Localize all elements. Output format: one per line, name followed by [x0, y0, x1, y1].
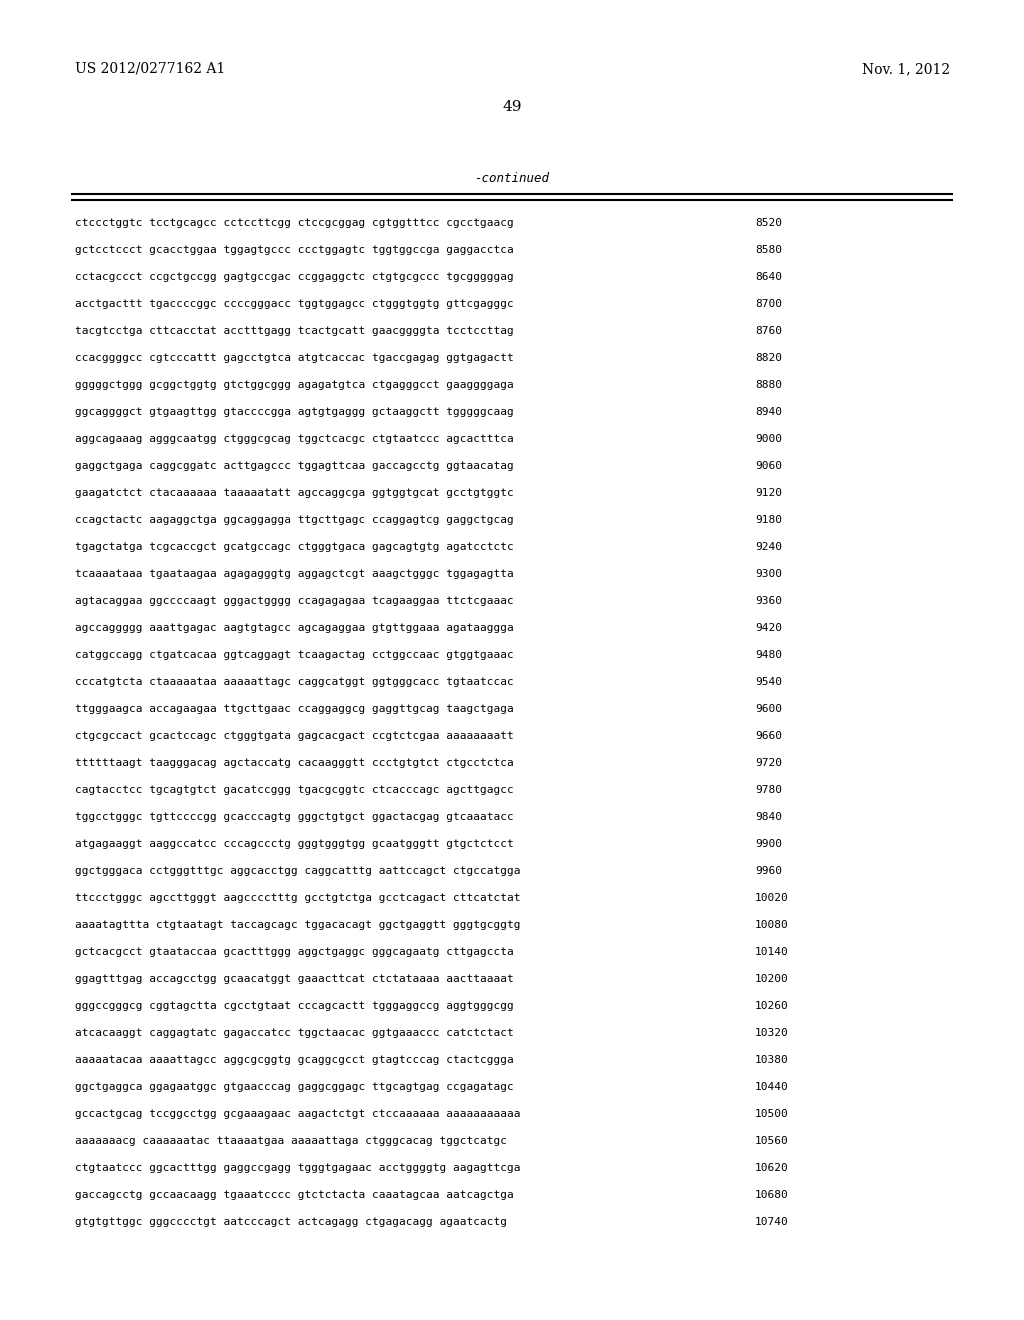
Text: gctcacgcct gtaataccaa gcactttggg aggctgaggc gggcagaatg cttgagccta: gctcacgcct gtaataccaa gcactttggg aggctga… — [75, 946, 514, 957]
Text: 10500: 10500 — [755, 1109, 788, 1119]
Text: US 2012/0277162 A1: US 2012/0277162 A1 — [75, 62, 225, 77]
Text: 10200: 10200 — [755, 974, 788, 983]
Text: 8940: 8940 — [755, 407, 782, 417]
Text: gtgtgttggc gggcccctgt aatcccagct actcagagg ctgagacagg agaatcactg: gtgtgttggc gggcccctgt aatcccagct actcaga… — [75, 1217, 507, 1228]
Text: cctacgccct ccgctgccgg gagtgccgac ccggaggctc ctgtgcgccc tgcgggggag: cctacgccct ccgctgccgg gagtgccgac ccggagg… — [75, 272, 514, 282]
Text: 9480: 9480 — [755, 649, 782, 660]
Text: 9960: 9960 — [755, 866, 782, 876]
Text: gaccagcctg gccaacaagg tgaaatcccc gtctctacta caaatagcaa aatcagctga: gaccagcctg gccaacaagg tgaaatcccc gtctcta… — [75, 1191, 514, 1200]
Text: 9780: 9780 — [755, 785, 782, 795]
Text: tcaaaataaa tgaataagaa agagagggtg aggagctcgt aaagctgggc tggagagtta: tcaaaataaa tgaataagaa agagagggtg aggagct… — [75, 569, 514, 579]
Text: 10560: 10560 — [755, 1137, 788, 1146]
Text: 8520: 8520 — [755, 218, 782, 228]
Text: 9180: 9180 — [755, 515, 782, 525]
Text: cagtacctcc tgcagtgtct gacatccggg tgacgcggtc ctcacccagc agcttgagcc: cagtacctcc tgcagtgtct gacatccggg tgacgcg… — [75, 785, 514, 795]
Text: gaggctgaga caggcggatc acttgagccc tggagttcaa gaccagcctg ggtaacatag: gaggctgaga caggcggatc acttgagccc tggagtt… — [75, 461, 514, 471]
Text: agccaggggg aaattgagac aagtgtagcc agcagaggaa gtgttggaaa agataaggga: agccaggggg aaattgagac aagtgtagcc agcagag… — [75, 623, 514, 634]
Text: 9420: 9420 — [755, 623, 782, 634]
Text: 9720: 9720 — [755, 758, 782, 768]
Text: 9660: 9660 — [755, 731, 782, 741]
Text: 9120: 9120 — [755, 488, 782, 498]
Text: 49: 49 — [502, 100, 522, 114]
Text: aaaaatacaa aaaattagcc aggcgcggtg gcaggcgcct gtagtcccag ctactcggga: aaaaatacaa aaaattagcc aggcgcggtg gcaggcg… — [75, 1055, 514, 1065]
Text: 8700: 8700 — [755, 300, 782, 309]
Text: aggcagaaag agggcaatgg ctgggcgcag tggctcacgc ctgtaatccc agcactttca: aggcagaaag agggcaatgg ctgggcgcag tggctca… — [75, 434, 514, 444]
Text: 10080: 10080 — [755, 920, 788, 931]
Text: atcacaaggt caggagtatc gagaccatcc tggctaacac ggtgaaaccc catctctact: atcacaaggt caggagtatc gagaccatcc tggctaa… — [75, 1028, 514, 1038]
Text: 9300: 9300 — [755, 569, 782, 579]
Text: 10620: 10620 — [755, 1163, 788, 1173]
Text: ttgggaagca accagaagaa ttgcttgaac ccaggaggcg gaggttgcag taagctgaga: ttgggaagca accagaagaa ttgcttgaac ccaggag… — [75, 704, 514, 714]
Text: ttccctgggc agccttgggt aagcccctttg gcctgtctga gcctcagact cttcatctat: ttccctgggc agccttgggt aagcccctttg gcctgt… — [75, 894, 520, 903]
Text: 10020: 10020 — [755, 894, 788, 903]
Text: 8760: 8760 — [755, 326, 782, 337]
Text: gaagatctct ctacaaaaaa taaaaatatt agccaggcga ggtggtgcat gcctgtggtc: gaagatctct ctacaaaaaa taaaaatatt agccagg… — [75, 488, 514, 498]
Text: ggcaggggct gtgaagttgg gtaccccgga agtgtgaggg gctaaggctt tgggggcaag: ggcaggggct gtgaagttgg gtaccccgga agtgtga… — [75, 407, 514, 417]
Text: 9360: 9360 — [755, 597, 782, 606]
Text: 10140: 10140 — [755, 946, 788, 957]
Text: ttttttaagt taagggacag agctaccatg cacaagggtt ccctgtgtct ctgcctctca: ttttttaagt taagggacag agctaccatg cacaagg… — [75, 758, 514, 768]
Text: ccagctactc aagaggctga ggcaggagga ttgcttgagc ccaggagtcg gaggctgcag: ccagctactc aagaggctga ggcaggagga ttgcttg… — [75, 515, 514, 525]
Text: 9900: 9900 — [755, 840, 782, 849]
Text: 10380: 10380 — [755, 1055, 788, 1065]
Text: 10440: 10440 — [755, 1082, 788, 1092]
Text: agtacaggaa ggccccaagt gggactgggg ccagagagaa tcagaaggaa ttctcgaaac: agtacaggaa ggccccaagt gggactgggg ccagaga… — [75, 597, 514, 606]
Text: cccatgtcta ctaaaaataa aaaaattagc caggcatggt ggtgggcacc tgtaatccac: cccatgtcta ctaaaaataa aaaaattagc caggcat… — [75, 677, 514, 686]
Text: 9000: 9000 — [755, 434, 782, 444]
Text: 8580: 8580 — [755, 246, 782, 255]
Text: 9240: 9240 — [755, 543, 782, 552]
Text: tgagctatga tcgcaccgct gcatgccagc ctgggtgaca gagcagtgtg agatcctctc: tgagctatga tcgcaccgct gcatgccagc ctgggtg… — [75, 543, 514, 552]
Text: aaaatagttta ctgtaatagt taccagcagc tggacacagt ggctgaggtt gggtgcggtg: aaaatagttta ctgtaatagt taccagcagc tggaca… — [75, 920, 520, 931]
Text: aaaaaaacg caaaaaatac ttaaaatgaa aaaaattaga ctgggcacag tggctcatgc: aaaaaaacg caaaaaatac ttaaaatgaa aaaaatta… — [75, 1137, 507, 1146]
Text: 9540: 9540 — [755, 677, 782, 686]
Text: 10680: 10680 — [755, 1191, 788, 1200]
Text: gctcctccct gcacctggaa tggagtgccc ccctggagtc tggtggccga gaggacctca: gctcctccct gcacctggaa tggagtgccc ccctgga… — [75, 246, 514, 255]
Text: 8820: 8820 — [755, 352, 782, 363]
Text: catggccagg ctgatcacaa ggtcaggagt tcaagactag cctggccaac gtggtgaaac: catggccagg ctgatcacaa ggtcaggagt tcaagac… — [75, 649, 514, 660]
Text: atgagaaggt aaggccatcc cccagccctg gggtgggtgg gcaatgggtt gtgctctcct: atgagaaggt aaggccatcc cccagccctg gggtggg… — [75, 840, 514, 849]
Text: 9600: 9600 — [755, 704, 782, 714]
Text: gccactgcag tccggcctgg gcgaaagaac aagactctgt ctccaaaaaa aaaaaaaaaaa: gccactgcag tccggcctgg gcgaaagaac aagactc… — [75, 1109, 520, 1119]
Text: ctccctggtc tcctgcagcc cctccttcgg ctccgcggag cgtggtttcc cgcctgaacg: ctccctggtc tcctgcagcc cctccttcgg ctccgcg… — [75, 218, 514, 228]
Text: ggagtttgag accagcctgg gcaacatggt gaaacttcat ctctataaaa aacttaaaat: ggagtttgag accagcctgg gcaacatggt gaaactt… — [75, 974, 514, 983]
Text: ctgtaatccc ggcactttgg gaggccgagg tgggtgagaac acctggggtg aagagttcga: ctgtaatccc ggcactttgg gaggccgagg tgggtga… — [75, 1163, 520, 1173]
Text: ccacggggcc cgtcccattt gagcctgtca atgtcaccac tgaccgagag ggtgagactt: ccacggggcc cgtcccattt gagcctgtca atgtcac… — [75, 352, 514, 363]
Text: ctgcgccact gcactccagc ctgggtgata gagcacgact ccgtctcgaa aaaaaaaatt: ctgcgccact gcactccagc ctgggtgata gagcacg… — [75, 731, 514, 741]
Text: 10260: 10260 — [755, 1001, 788, 1011]
Text: 9060: 9060 — [755, 461, 782, 471]
Text: 9840: 9840 — [755, 812, 782, 822]
Text: gggccgggcg cggtagctta cgcctgtaat cccagcactt tgggaggccg aggtgggcgg: gggccgggcg cggtagctta cgcctgtaat cccagca… — [75, 1001, 514, 1011]
Text: 10320: 10320 — [755, 1028, 788, 1038]
Text: acctgacttt tgaccccggc ccccgggacc tggtggagcc ctgggtggtg gttcgagggc: acctgacttt tgaccccggc ccccgggacc tggtgga… — [75, 300, 514, 309]
Text: Nov. 1, 2012: Nov. 1, 2012 — [862, 62, 950, 77]
Text: -continued: -continued — [474, 172, 550, 185]
Text: tacgtcctga cttcacctat acctttgagg tcactgcatt gaacggggta tcctccttag: tacgtcctga cttcacctat acctttgagg tcactgc… — [75, 326, 514, 337]
Text: 10740: 10740 — [755, 1217, 788, 1228]
Text: 8880: 8880 — [755, 380, 782, 389]
Text: 8640: 8640 — [755, 272, 782, 282]
Text: ggctgggaca cctgggtttgc aggcacctgg caggcatttg aattccagct ctgccatgga: ggctgggaca cctgggtttgc aggcacctgg caggca… — [75, 866, 520, 876]
Text: gggggctggg gcggctggtg gtctggcggg agagatgtca ctgagggcct gaaggggaga: gggggctggg gcggctggtg gtctggcggg agagatg… — [75, 380, 514, 389]
Text: ggctgaggca ggagaatggc gtgaacccag gaggcggagc ttgcagtgag ccgagatagc: ggctgaggca ggagaatggc gtgaacccag gaggcgg… — [75, 1082, 514, 1092]
Text: tggcctgggc tgttccccgg gcacccagtg gggctgtgct ggactacgag gtcaaatacc: tggcctgggc tgttccccgg gcacccagtg gggctgt… — [75, 812, 514, 822]
